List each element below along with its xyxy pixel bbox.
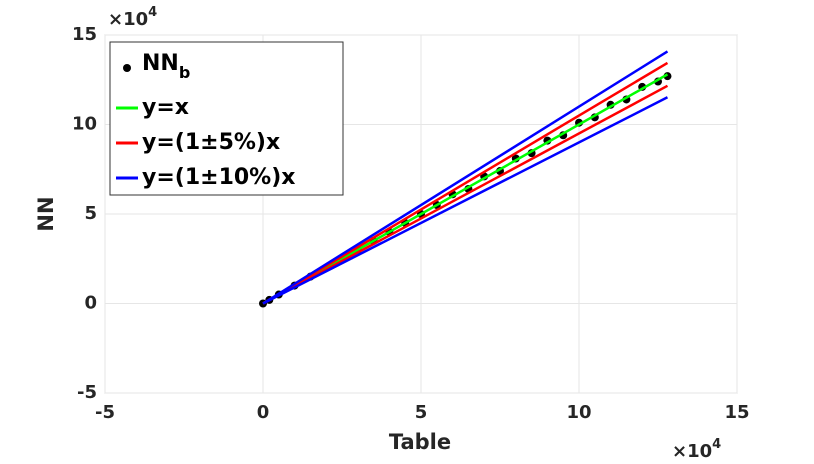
fit-line <box>262 96 669 305</box>
x-tick-label: 5 <box>415 402 428 423</box>
x-multiplier-exp: 4 <box>712 437 721 452</box>
fit-line <box>262 73 669 305</box>
legend: NNb y=x y=(1±5%)x y=(1±10%)x <box>109 41 344 196</box>
x-tick-label: 0 <box>257 402 270 423</box>
x-tick-label: -5 <box>95 402 115 423</box>
plot-area: -5 0 5 10 15 -5 0 5 10 15 <box>72 24 750 423</box>
fit-line <box>262 50 669 305</box>
y-multiplier-exp: 4 <box>148 5 157 20</box>
legend-label: y=x <box>142 95 189 120</box>
x-multiplier-base: ×10 <box>672 441 712 462</box>
y-axis-label: NN <box>34 196 58 231</box>
legend-label: NNb <box>142 51 190 82</box>
x-tick-label: 15 <box>724 402 749 423</box>
x-tick-label: 10 <box>566 402 591 423</box>
legend-label: y=(1±10%)x <box>142 165 295 190</box>
fit-line <box>262 61 669 305</box>
x-multiplier: ×104 <box>672 437 721 463</box>
legend-label-main: NN <box>142 51 179 76</box>
legend-label: y=(1±5%)x <box>142 130 280 155</box>
y-tick-label: 0 <box>84 293 97 314</box>
y-multiplier: ×104 <box>108 5 157 31</box>
y-tick-label: -5 <box>77 382 97 403</box>
legend-label-sub: b <box>179 63 190 82</box>
y-tick-label: 15 <box>72 24 97 45</box>
x-axis-label: Table <box>389 430 451 454</box>
fit-line <box>262 84 669 305</box>
legend-box <box>109 41 344 196</box>
y-tick-label: 10 <box>72 114 97 135</box>
y-tick-label: 5 <box>84 203 97 224</box>
legend-marker <box>123 64 131 72</box>
y-multiplier-base: ×10 <box>108 9 148 30</box>
